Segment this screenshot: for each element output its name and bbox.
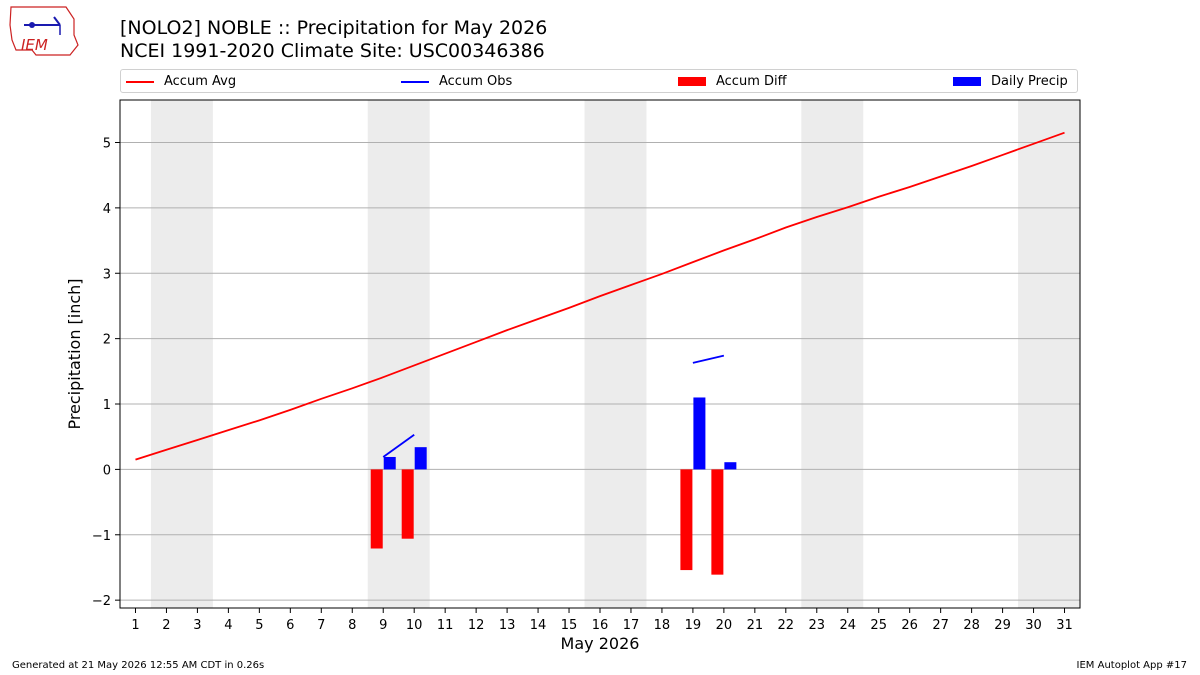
weekend-band-0 — [150, 100, 213, 608]
x-tick-label-2: 2 — [162, 618, 170, 633]
x-tick-label-24: 24 — [839, 618, 856, 633]
x-tick-label-22: 22 — [778, 618, 795, 633]
bar-accum-diff-9 — [370, 469, 383, 549]
legend-label-accum-diff: Accum Diff — [716, 74, 787, 89]
legend-item-daily-precip: Daily Precip — [953, 74, 1068, 89]
x-tick-label-26: 26 — [901, 618, 918, 633]
legend-label-accum-avg: Accum Avg — [164, 74, 237, 89]
y-tick-label-2: 2 — [103, 333, 111, 348]
x-tick-label-6: 6 — [286, 618, 294, 633]
legend-swatch-accum-avg — [126, 80, 154, 83]
bar-daily-precip-19 — [693, 397, 706, 470]
weekend-band-3 — [801, 100, 864, 608]
legend-item-accum-avg: Accum Avg — [126, 74, 236, 89]
x-tick-label-5: 5 — [255, 618, 263, 633]
legend-item-accum-obs: Accum Obs — [401, 74, 512, 89]
bar-daily-precip-9 — [383, 456, 396, 470]
weekend-band-2 — [584, 100, 647, 608]
x-tick-label-4: 4 — [224, 618, 232, 633]
legend-swatch-accum-obs — [401, 80, 429, 83]
series-line-accum-avg-0 — [135, 131, 1065, 461]
x-tick-label-17: 17 — [623, 618, 640, 633]
y-axis-label: Precipitation [inch] — [65, 278, 84, 429]
footer-app-id: IEM Autoplot App #17 — [1076, 660, 1187, 671]
y-tick-label-4: 4 — [103, 202, 111, 217]
x-tick-label-21: 21 — [747, 618, 764, 633]
y-tick-label-3: 3 — [103, 267, 111, 282]
x-tick-label-28: 28 — [963, 618, 980, 633]
x-tick-label-1: 1 — [131, 618, 139, 633]
x-tick-label-16: 16 — [592, 618, 609, 633]
x-tick-label-3: 3 — [193, 618, 201, 633]
x-tick-label-25: 25 — [870, 618, 887, 633]
y-tick-label-0: 0 — [103, 463, 111, 478]
chart-title: [NOLO2] NOBLE :: Precipitation for May 2… — [120, 17, 548, 39]
x-tick-label-13: 13 — [499, 618, 516, 633]
y-tick-label--1: −1 — [92, 529, 111, 544]
bar-accum-diff-10 — [401, 469, 414, 539]
x-tick-label-18: 18 — [654, 618, 671, 633]
x-tick-label-10: 10 — [406, 618, 423, 633]
x-tick-label-31: 31 — [1056, 618, 1073, 633]
bar-daily-precip-10 — [414, 447, 427, 470]
legend-item-accum-diff: Accum Diff — [678, 74, 787, 89]
iem-logo: IEM — [9, 6, 79, 56]
logo-text: IEM — [21, 36, 48, 54]
x-axis-label: May 2026 — [561, 634, 640, 653]
x-tick-label-27: 27 — [932, 618, 949, 633]
x-tick-label-19: 19 — [685, 618, 702, 633]
chart-legend: Accum Avg Accum Obs Accum Diff Daily Pre… — [120, 69, 1078, 93]
bar-accum-diff-19 — [680, 469, 693, 571]
chart-subtitle: NCEI 1991-2020 Climate Site: USC00346386 — [120, 40, 545, 62]
x-tick-label-20: 20 — [716, 618, 733, 633]
x-tick-label-30: 30 — [1025, 618, 1042, 633]
series-line-accum-obs-0 — [382, 434, 415, 458]
legend-swatch-accum-diff — [678, 77, 706, 86]
weekend-band-4 — [1018, 100, 1080, 608]
bar-accum-diff-20 — [711, 469, 724, 575]
x-tick-label-15: 15 — [561, 618, 578, 633]
series-line-accum-obs-1 — [692, 354, 725, 364]
y-tick-label--2: −2 — [92, 594, 111, 609]
x-tick-label-29: 29 — [994, 618, 1011, 633]
x-tick-label-9: 9 — [379, 618, 387, 633]
x-tick-label-8: 8 — [348, 618, 356, 633]
legend-swatch-daily-precip — [953, 77, 981, 86]
legend-label-daily-precip: Daily Precip — [991, 74, 1068, 89]
x-tick-label-7: 7 — [317, 618, 325, 633]
x-tick-label-23: 23 — [809, 618, 826, 633]
legend-label-accum-obs: Accum Obs — [439, 74, 513, 89]
x-tick-label-11: 11 — [437, 618, 454, 633]
footer-generated: Generated at 21 May 2026 12:55 AM CDT in… — [12, 660, 265, 671]
bar-daily-precip-20 — [724, 462, 737, 470]
y-tick-label-5: 5 — [103, 136, 111, 151]
x-tick-label-12: 12 — [468, 618, 485, 633]
x-tick-label-14: 14 — [530, 618, 547, 633]
y-tick-label-1: 1 — [103, 398, 111, 413]
